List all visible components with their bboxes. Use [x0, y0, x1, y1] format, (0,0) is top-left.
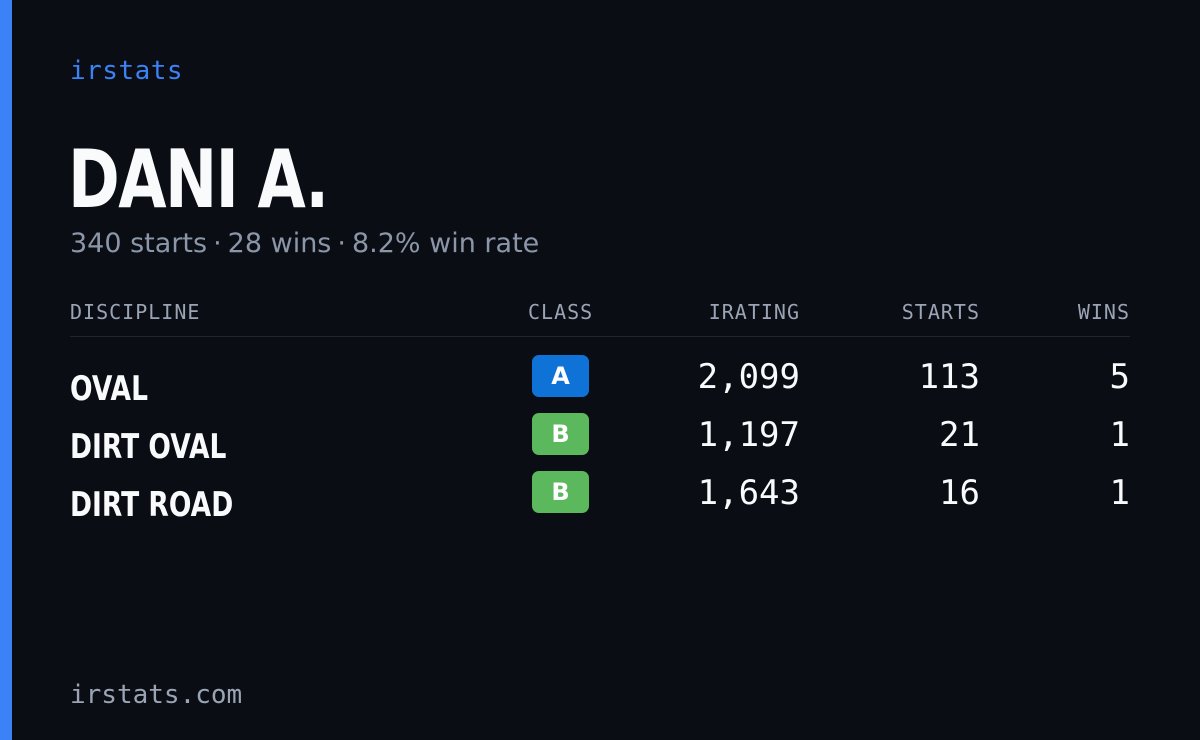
starts-value: 16: [939, 473, 980, 513]
header-starts: STARTS: [901, 300, 980, 324]
class-badge: A: [532, 355, 589, 397]
win-rate: 8.2% win rate: [351, 228, 540, 259]
class-badge: B: [532, 471, 589, 513]
class-badge: B: [532, 413, 589, 455]
header-discipline: DISCIPLINE: [70, 300, 201, 324]
table-row: DIRT ROAD B 1,643 16 1: [70, 469, 1130, 527]
table-row: DIRT OVAL B 1,197 21 1: [70, 411, 1130, 469]
starts-value: 21: [939, 415, 980, 455]
player-name: DANI A.: [68, 133, 329, 226]
discipline-name: DIRT ROAD: [70, 485, 234, 525]
discipline-name: OVAL: [70, 369, 148, 409]
header-class: CLASS: [528, 300, 594, 324]
accent-bar: [0, 0, 12, 740]
separator: ·: [337, 228, 346, 259]
separator: ·: [213, 228, 222, 259]
irating-value: 1,197: [697, 415, 800, 455]
irating-value: 1,643: [697, 473, 800, 513]
discipline-table: DISCIPLINE CLASS IRATING STARTS WINS OVA…: [70, 296, 1130, 527]
starts-value: 113: [918, 357, 980, 397]
wins-value: 1: [1109, 473, 1130, 513]
irating-value: 2,099: [697, 357, 800, 397]
discipline-name: DIRT OVAL: [70, 427, 227, 467]
header-irating: IRATING: [708, 300, 800, 324]
wins-value: 1: [1109, 415, 1130, 455]
wins-value: 5: [1109, 357, 1130, 397]
footer-domain: irstats.com: [70, 680, 243, 710]
table-row: OVAL A 2,099 113 5: [70, 353, 1130, 411]
table-header: DISCIPLINE CLASS IRATING STARTS WINS: [70, 296, 1130, 337]
starts-count: 340 starts: [70, 228, 208, 259]
player-summary: 340 starts · 28 wins · 8.2% win rate: [70, 228, 539, 259]
wins-count: 28 wins: [227, 228, 332, 259]
header-wins: WINS: [1077, 300, 1130, 324]
brand-logo-text: irstats: [70, 56, 184, 86]
